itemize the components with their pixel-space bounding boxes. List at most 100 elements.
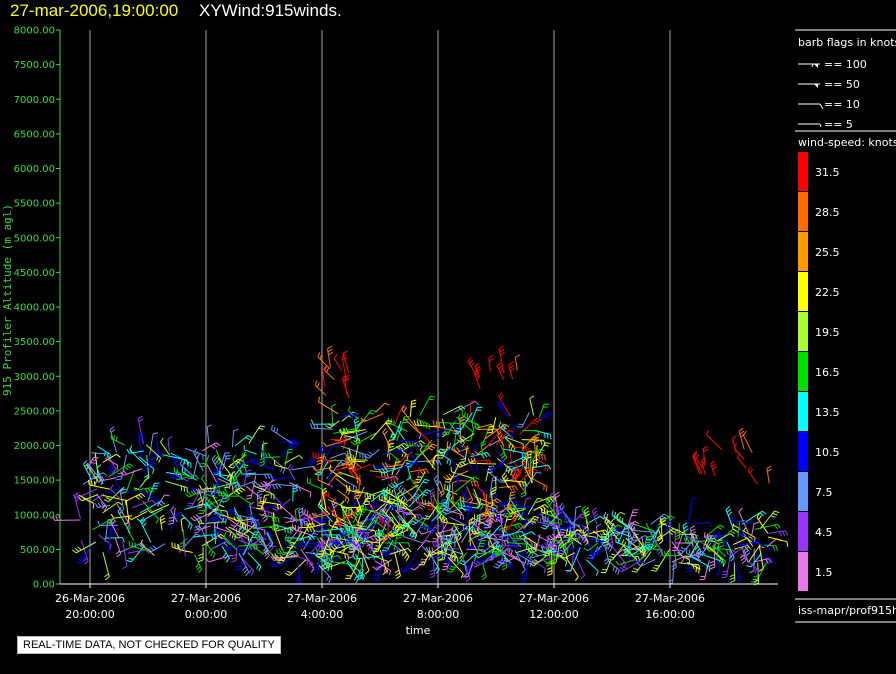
wind-barb-flag: [536, 471, 542, 474]
wind-barb-flag: [479, 505, 484, 511]
wind-barb-flag: [261, 512, 266, 517]
wind-barb: [717, 533, 731, 542]
wind-barb-flag: [188, 477, 194, 480]
wind-barb: [504, 437, 516, 448]
wind-barb-flag: [460, 405, 466, 410]
wind-barb-flag: [276, 504, 279, 510]
wind-barb: [138, 434, 143, 460]
wind-barb-flag: [319, 354, 323, 360]
wind-barb: [665, 522, 669, 541]
wind-barb-flag: [438, 513, 442, 519]
wind-barb-flag: [384, 490, 389, 495]
wind-barb-flag: [393, 481, 398, 486]
wind-barb-flag: [194, 451, 199, 456]
wind-barb-flag: [682, 522, 688, 527]
wind-barb-flag: [440, 492, 445, 497]
wind-barb-flag: [313, 568, 319, 572]
x-tick-date: 27-Mar-2006: [519, 592, 589, 605]
wind-barb-flag: [546, 433, 549, 439]
wind-barb: [181, 514, 193, 526]
wind-barb: [561, 511, 574, 530]
wind-barb-flag: [390, 482, 396, 487]
wind-barb-flag: [415, 497, 418, 503]
wind-barb-flag: [446, 560, 451, 566]
wind-barb-flag: [481, 573, 486, 578]
wind-barb: [172, 457, 179, 469]
wind-barb-flag: [257, 483, 263, 488]
wind-barb-flag: [359, 573, 363, 579]
wind-barb-flag: [694, 554, 700, 558]
wind-barb-flag: [344, 553, 346, 559]
wind-barb: [386, 491, 409, 506]
wind-barb-flag: [442, 501, 448, 504]
speed-label: 10.5: [815, 446, 840, 459]
wind-barb-flag: [383, 547, 389, 549]
wind-barb-flag: [439, 535, 444, 539]
wind-barb-flag: [396, 528, 400, 534]
barb-legend-flag: [811, 63, 814, 68]
wind-barb-flag: [226, 483, 232, 486]
wind-barb-flag: [493, 533, 498, 539]
wind-barb-flag: [90, 480, 93, 486]
wind-barb-flag: [695, 567, 697, 573]
wind-barb-flag: [102, 472, 108, 477]
wind-barb-flag: [351, 455, 355, 461]
wind-barb-flag: [497, 560, 503, 563]
wind-barb-flag: [315, 452, 317, 458]
wind-barb: [699, 553, 724, 563]
wind-barb-flag: [418, 434, 422, 440]
wind-barb-flag: [433, 475, 438, 480]
wind-barb: [733, 559, 742, 580]
wind-barb-flag: [509, 534, 513, 540]
wind-barb-flag: [456, 447, 461, 452]
wind-barb-flag: [332, 445, 338, 448]
wind-barb-flag: [168, 516, 175, 519]
wind-barb-flag: [487, 431, 493, 434]
wind-barb: [150, 504, 170, 514]
wind-barb-flag: [529, 562, 535, 567]
wind-barb-flag: [762, 510, 767, 515]
wind-barb-flag: [507, 468, 511, 474]
wind-barb-flag: [486, 530, 491, 535]
wind-barb: [544, 522, 561, 527]
wind-barb-flag: [312, 466, 316, 471]
wind-barb-flag: [703, 448, 709, 452]
wind-barb: [470, 426, 475, 441]
wind-barb-flag: [501, 564, 507, 568]
wind-barb: [710, 463, 716, 477]
wind-barb-flag: [262, 480, 268, 485]
wind-barb-flag: [428, 546, 431, 552]
wind-barb-flag: [178, 544, 180, 550]
wind-barb: [244, 449, 257, 455]
wind-barb-flag: [498, 421, 502, 427]
wind-barb: [616, 519, 633, 530]
wind-barb: [496, 450, 505, 464]
wind-barb-flag: [368, 451, 374, 455]
wind-barb-flag: [206, 503, 211, 508]
wind-barb-flag: [311, 521, 316, 527]
wind-barb-flag: [382, 549, 388, 552]
y-tick-label: 1500.00: [14, 476, 55, 487]
wind-barb-flag: [716, 571, 721, 576]
wind-barb-flag: [382, 539, 388, 542]
wind-barb-flag: [120, 471, 125, 476]
wind-barb-flag: [476, 560, 481, 565]
wind-barb-flag: [500, 513, 506, 517]
wind-barb: [715, 533, 730, 539]
wind-barb: [408, 489, 427, 508]
wind-barb-flag: [242, 566, 247, 571]
wind-barb-flag: [210, 551, 214, 557]
wind-barb: [247, 552, 262, 567]
wind-barb: [362, 534, 370, 547]
wind-barb: [460, 450, 475, 472]
wind-barb: [508, 509, 520, 530]
wind-barb-flag: [714, 532, 719, 538]
wind-barb-flag: [474, 401, 480, 406]
wind-barb-flag: [786, 541, 789, 547]
wind-barb: [566, 533, 582, 545]
wind-barb: [206, 464, 218, 484]
wind-barb-flag: [198, 499, 203, 504]
wind-barb-flag: [271, 516, 274, 522]
wind-barb-flag: [307, 536, 313, 541]
wind-barb-flag: [429, 488, 435, 492]
